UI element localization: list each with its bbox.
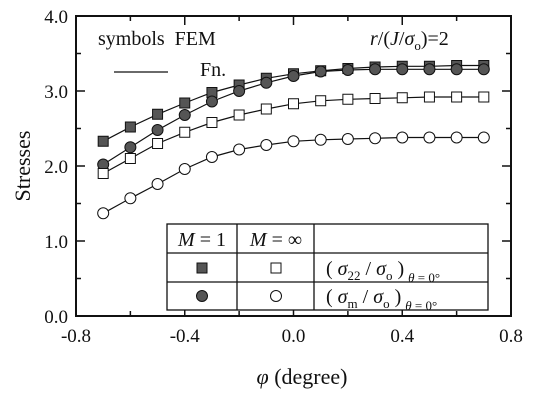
data-point	[314, 65, 327, 78]
data-point	[97, 207, 110, 220]
table-square-open	[270, 262, 282, 274]
data-point	[206, 117, 218, 128]
x-axis-title: φ (degree)	[257, 364, 348, 389]
data-point	[233, 143, 246, 156]
data-point	[477, 131, 490, 144]
data-point	[97, 168, 109, 179]
x-tick-label: 0.8	[499, 326, 523, 347]
x-tick-label: 0.4	[390, 326, 414, 347]
data-point	[342, 93, 354, 105]
data-point	[314, 133, 327, 146]
y-tick-label: 3.0	[44, 82, 68, 103]
series-circle-filled	[97, 63, 490, 171]
data-point	[423, 91, 435, 103]
data-series	[97, 60, 490, 220]
data-point	[396, 131, 409, 144]
data-point	[287, 70, 300, 82]
x-tick-label: -0.4	[170, 326, 201, 347]
data-point	[423, 131, 436, 144]
data-point	[233, 109, 245, 121]
marker-table: M = 1 M = ∞ ( σ22 / σo ) θ = 0° ( σm / σo…	[166, 223, 489, 313]
data-point	[369, 93, 381, 104]
series-square-open	[97, 91, 490, 179]
data-point	[178, 109, 191, 121]
data-point	[260, 139, 273, 151]
data-point	[151, 124, 164, 136]
data-point	[396, 63, 409, 76]
legend-symbols-label: symbols FEM	[98, 28, 216, 50]
y-tick-label: 2.0	[44, 157, 68, 178]
data-point	[260, 103, 272, 115]
data-point	[477, 63, 490, 76]
data-point	[205, 95, 218, 108]
table-circle-filled	[196, 290, 208, 302]
data-point	[423, 63, 436, 76]
series-circle-open	[97, 131, 490, 220]
y-tick-label: 4.0	[44, 7, 68, 28]
data-point	[179, 126, 191, 138]
tick-labels: -0.8 -0.4 0.0 0.4 0.8 0.0 1.0 2.0 3.0 4.0	[44, 7, 523, 347]
data-point	[396, 92, 408, 104]
table-square-filled	[196, 262, 208, 274]
data-point	[152, 138, 164, 149]
header-minf: M = ∞	[249, 229, 302, 251]
data-point	[233, 85, 246, 97]
table-background	[166, 223, 489, 311]
legend-line-label: Fn.	[200, 59, 226, 81]
axis-ticks	[75, 15, 512, 317]
phi-symbol: φ	[257, 364, 269, 389]
legend: symbols FEM Fn. r/(J/σo)=2	[98, 28, 449, 81]
y-tick-label: 0.0	[44, 307, 68, 328]
data-point	[288, 98, 299, 110]
x-tick-label: 0.0	[282, 326, 306, 347]
data-point	[151, 178, 164, 190]
data-point	[451, 91, 463, 103]
y-tick-label: 1.0	[44, 232, 68, 253]
data-point	[287, 135, 300, 148]
data-point	[205, 151, 218, 163]
ratio-annotation: r/(J/σo)=2	[370, 28, 449, 53]
data-point	[478, 91, 490, 103]
table-circle-open	[270, 290, 282, 302]
data-point	[152, 108, 164, 120]
x-axis-title-text: (degree)	[269, 364, 348, 389]
y-axis-title: Stresses	[10, 131, 35, 202]
data-point	[124, 121, 136, 133]
data-point	[97, 135, 109, 147]
data-point	[315, 95, 327, 107]
data-point	[369, 132, 382, 145]
data-point	[260, 76, 273, 89]
data-point	[450, 131, 463, 144]
data-point	[450, 63, 463, 76]
data-point	[124, 153, 136, 164]
data-point	[124, 141, 137, 154]
data-point	[369, 63, 382, 76]
data-point	[179, 97, 191, 109]
x-tick-label: -0.8	[61, 326, 91, 347]
data-point	[341, 64, 354, 76]
data-point	[124, 192, 137, 205]
data-point	[341, 133, 354, 145]
header-m1: M = 1	[177, 229, 226, 251]
data-point	[178, 163, 191, 175]
